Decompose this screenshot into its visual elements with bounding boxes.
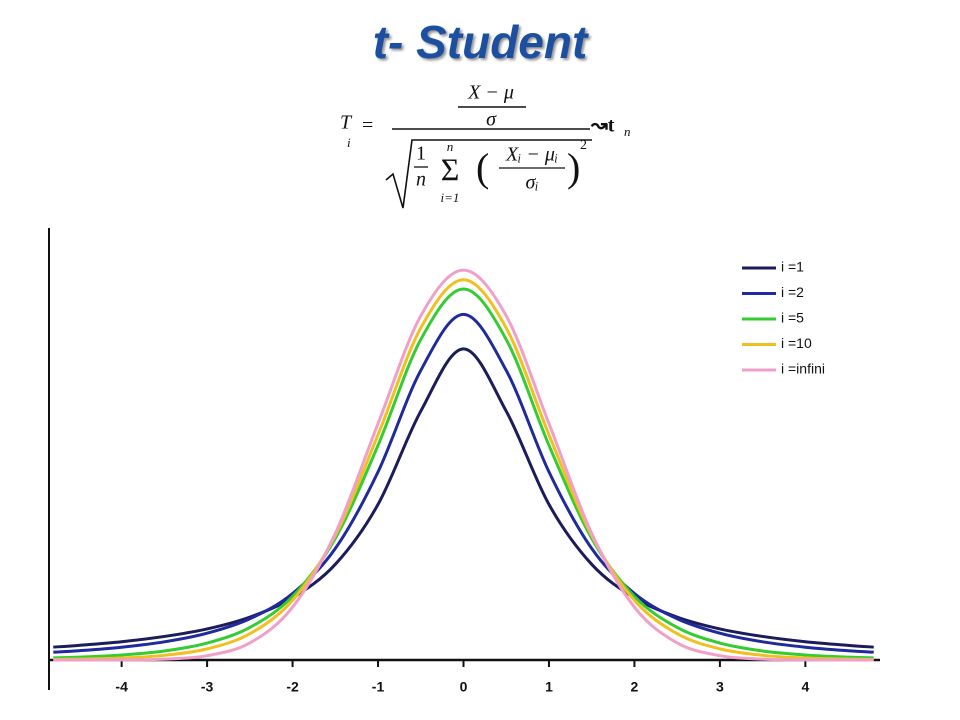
x-tick-label: -4: [115, 679, 128, 695]
formula-text: (: [476, 145, 489, 190]
x-tick-label: -2: [286, 679, 299, 695]
formula-text: X − μ: [467, 82, 514, 104]
legend-label: i =2: [781, 284, 804, 300]
series-line: [53, 347, 874, 649]
formula-text: i: [347, 135, 351, 150]
formula-text: ↝t: [590, 115, 615, 137]
formula-text: n: [416, 169, 426, 191]
x-tick-label: 4: [801, 679, 809, 695]
x-tick-label: -1: [372, 679, 385, 695]
formula-text: T: [340, 112, 353, 134]
formula-text: Σ: [441, 151, 460, 187]
legend-label: i =infini: [781, 361, 825, 377]
formula-text: σᵢ: [525, 172, 538, 194]
formula-text: i=1: [441, 190, 460, 205]
formula-text: =: [362, 115, 373, 137]
series-line: [53, 312, 874, 654]
formula-text: ): [567, 145, 580, 190]
chart-title: t- Student: [373, 16, 589, 68]
x-tick-label: 0: [460, 679, 468, 695]
series-line: [53, 287, 874, 660]
formula-text: 2: [580, 138, 587, 153]
x-tick-label: 3: [716, 679, 724, 695]
formula-text: n: [624, 124, 631, 139]
legend-label: i =5: [781, 310, 804, 326]
x-tick-label: -3: [201, 679, 214, 695]
series-line: [53, 278, 874, 662]
formula-text: 1: [416, 143, 426, 165]
legend-label: i =1: [781, 259, 804, 275]
legend-label: i =10: [781, 335, 812, 351]
sqrt-sign: [385, 139, 592, 209]
formula-text: σ: [486, 109, 497, 131]
x-tick-label: 1: [545, 679, 553, 695]
formula: T i = X − μ σ 1 n n Σ i=1 ( Xᵢ − μᵢ σᵢ )…: [340, 82, 631, 209]
series-line: [53, 268, 874, 662]
formula-text: Xᵢ − μᵢ: [505, 144, 558, 166]
formula-text: n: [447, 139, 454, 154]
x-tick-label: 2: [631, 679, 639, 695]
